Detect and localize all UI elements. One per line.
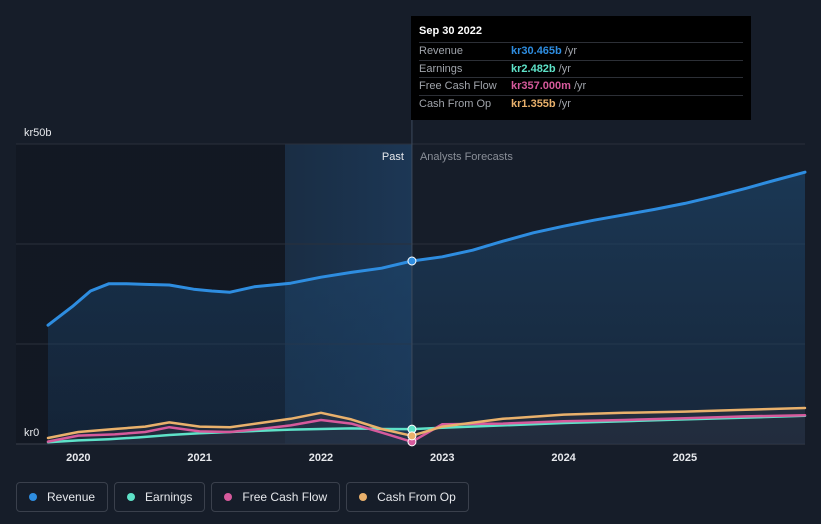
tooltip-row-value: kr2.482b: [511, 62, 556, 75]
revenue-area: [48, 172, 805, 444]
tooltip-row-label: Earnings: [419, 62, 463, 75]
forecast-shade: [48, 408, 805, 444]
x-tick-label: 2023: [430, 452, 454, 464]
x-axis-ticks: 2020 2021 2022 2023 2024 2025: [66, 452, 697, 464]
legend-label: Earnings: [145, 490, 193, 504]
legend-item-earnings[interactable]: Earnings: [114, 482, 206, 512]
legend-item-free-cash-flow[interactable]: Free Cash Flow: [211, 482, 341, 512]
tooltip-row-unit: /yr: [558, 97, 571, 110]
tooltip-row-unit: /yr: [558, 62, 571, 75]
tooltip-row-earnings: Earnings kr2.482b /yr: [419, 59, 743, 78]
legend-dot-icon: [359, 493, 368, 501]
free-cash-flow-line: [46, 413, 807, 444]
tooltip: Sep 30 2022 Revenue kr30.465b /yr Earnin…: [411, 16, 751, 120]
legend-dot-icon: [127, 493, 136, 501]
tooltip-row-cash-from-op: Cash From Op kr1.355b /yr: [419, 94, 743, 113]
forecast-label: Analysts Forecasts: [420, 151, 513, 163]
tooltip-row-unit: /yr: [564, 45, 577, 57]
legend-label: Cash From Op: [377, 490, 456, 504]
legend: Revenue Earnings Free Cash Flow Cash Fro…: [16, 482, 469, 512]
tooltip-row-label: Revenue: [419, 45, 464, 57]
tooltip-row-unit: /yr: [573, 80, 587, 92]
past-label: Past: [382, 151, 404, 163]
y-axis-label-top: kr50b: [24, 127, 52, 139]
legend-dot-icon: [29, 493, 37, 501]
revenue-marker: [407, 256, 417, 266]
tooltip-row-value: kr30.465b: [511, 45, 562, 57]
tooltip-row-value: kr1.355b: [511, 97, 556, 110]
cash-from-op-line: [46, 406, 807, 440]
tooltip-row-label: Cash From Op: [419, 97, 492, 110]
legend-dot-icon: [224, 493, 233, 501]
legend-item-revenue[interactable]: Revenue: [16, 482, 109, 512]
x-tick-label: 2021: [187, 452, 211, 464]
revenue-line: [46, 170, 807, 327]
tooltip-row-revenue: Revenue kr30.465b /yr: [419, 42, 743, 60]
cash-from-op-marker: [407, 431, 417, 441]
tooltip-row-label: Free Cash Flow: [419, 80, 497, 92]
hover-markers: [407, 256, 417, 447]
tooltip-date: Sep 30 2022: [419, 25, 482, 37]
tooltip-row-free-cash-flow: Free Cash Flow kr357.000m /yr: [419, 77, 743, 95]
x-tick-label: 2024: [551, 452, 576, 464]
x-tick-label: 2020: [66, 452, 90, 464]
legend-label: Revenue: [47, 490, 96, 504]
legend-item-cash-from-op[interactable]: Cash From Op: [346, 482, 469, 512]
earnings-line: [46, 414, 807, 444]
y-axis-label-bottom: kr0: [24, 427, 39, 439]
series-lines: [46, 170, 807, 444]
tooltip-row-value: kr357.000m: [511, 80, 571, 92]
legend-label: Free Cash Flow: [242, 490, 328, 504]
x-tick-label: 2025: [673, 452, 697, 464]
x-tick-label: 2022: [309, 452, 333, 464]
